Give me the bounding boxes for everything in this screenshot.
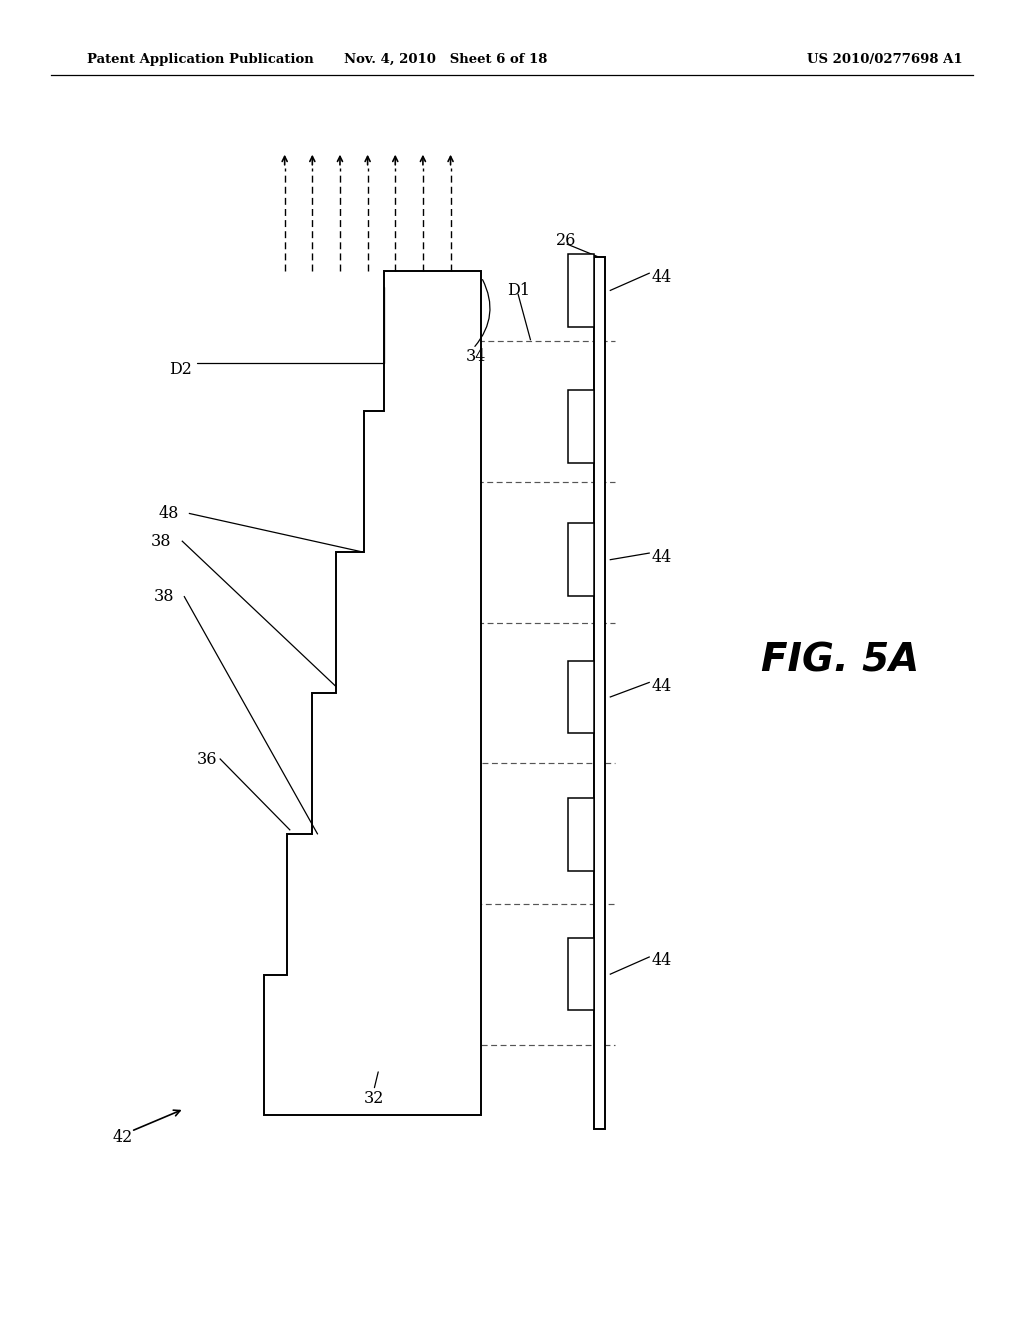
Text: 34: 34 <box>466 348 486 364</box>
Text: 38: 38 <box>154 589 174 605</box>
Text: 38: 38 <box>151 533 171 549</box>
Text: 32: 32 <box>364 1090 384 1106</box>
Text: FIG. 5A: FIG. 5A <box>761 642 919 678</box>
Bar <box>568 389 594 462</box>
Text: D1: D1 <box>507 282 529 298</box>
Text: 44: 44 <box>651 549 672 565</box>
Text: 44: 44 <box>651 678 672 694</box>
Text: Nov. 4, 2010   Sheet 6 of 18: Nov. 4, 2010 Sheet 6 of 18 <box>344 53 547 66</box>
Text: 36: 36 <box>197 751 217 767</box>
Bar <box>568 253 594 326</box>
Text: 26: 26 <box>556 232 577 248</box>
Bar <box>568 797 594 871</box>
Text: D2: D2 <box>169 362 191 378</box>
Bar <box>568 523 594 597</box>
Bar <box>568 937 594 1011</box>
Bar <box>594 257 605 1129</box>
Text: 44: 44 <box>651 953 672 969</box>
Bar <box>568 661 594 734</box>
Text: US 2010/0277698 A1: US 2010/0277698 A1 <box>807 53 963 66</box>
Text: 44: 44 <box>651 269 672 285</box>
Text: 42: 42 <box>113 1130 133 1146</box>
Polygon shape <box>264 271 481 1115</box>
Text: 48: 48 <box>159 506 179 521</box>
Text: Patent Application Publication: Patent Application Publication <box>87 53 313 66</box>
